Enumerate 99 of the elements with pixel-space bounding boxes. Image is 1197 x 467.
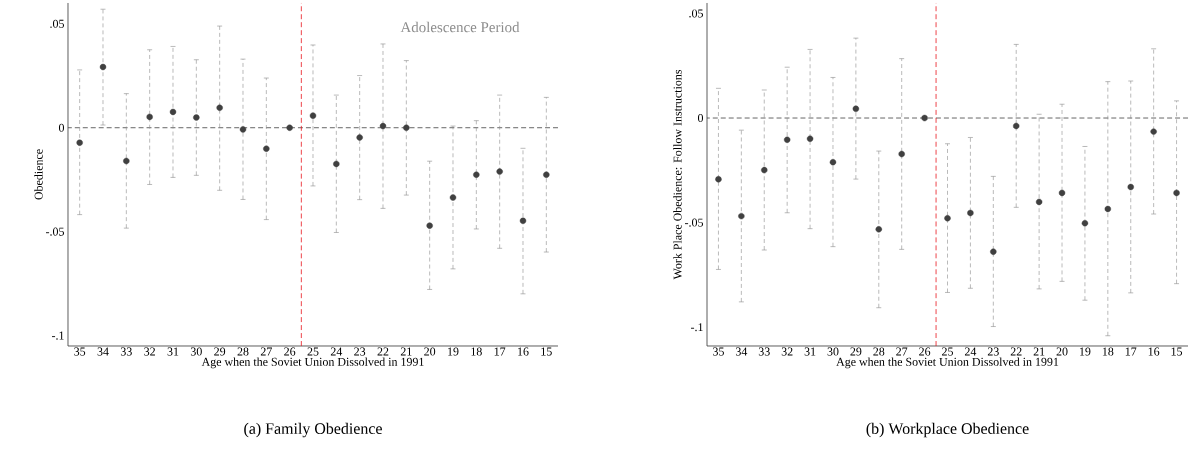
x-tick-label: 15 bbox=[1171, 347, 1183, 356]
x-tick-label: 17 bbox=[494, 347, 506, 356]
point bbox=[473, 171, 480, 178]
y-tick-label: .05 bbox=[50, 19, 65, 28]
x-tick-label: 34 bbox=[97, 347, 109, 356]
x-axis-title: Age when the Soviet Union Dissolved in 1991 bbox=[836, 357, 1059, 369]
x-tick-label: 22 bbox=[377, 347, 389, 356]
x-tick-label: 23 bbox=[987, 347, 999, 356]
point bbox=[1013, 122, 1020, 130]
x-tick-label: 27 bbox=[896, 347, 908, 356]
x-tick-label: 31 bbox=[167, 347, 179, 356]
point bbox=[783, 136, 791, 143]
point bbox=[829, 158, 837, 166]
x-tick-label: 31 bbox=[804, 347, 816, 356]
point bbox=[1058, 189, 1066, 197]
point bbox=[286, 124, 293, 131]
x-tick-label: 26 bbox=[284, 347, 296, 356]
point bbox=[123, 157, 130, 165]
y-tick-label: -.1 bbox=[690, 323, 703, 332]
point bbox=[146, 113, 153, 121]
x-tick-label: 24 bbox=[964, 347, 977, 356]
point bbox=[967, 209, 974, 217]
point bbox=[921, 114, 928, 122]
x-tick-label: 25 bbox=[942, 347, 954, 356]
x-tick-label: 23 bbox=[354, 347, 366, 356]
x-tick-label: 26 bbox=[919, 347, 931, 356]
x-tick-label: 35 bbox=[74, 347, 86, 356]
y-axis-title: Work Place Obedience: Follow Instructions bbox=[673, 69, 682, 280]
y-tick-label: -.1 bbox=[51, 331, 64, 340]
annotation: Adolescence Period bbox=[400, 21, 520, 33]
point bbox=[403, 124, 410, 131]
point bbox=[738, 212, 745, 220]
x-tick-label: 28 bbox=[237, 347, 249, 356]
y-tick-label: 0 bbox=[58, 123, 65, 132]
point bbox=[426, 222, 433, 229]
x-tick-label: 27 bbox=[260, 347, 272, 356]
point bbox=[449, 194, 457, 201]
point bbox=[1150, 128, 1157, 135]
x-tick-label: 17 bbox=[1125, 347, 1137, 356]
y-tick-label: .05 bbox=[689, 9, 704, 18]
point bbox=[898, 150, 905, 158]
x-tick-label: 29 bbox=[214, 347, 226, 356]
point bbox=[169, 108, 177, 116]
point bbox=[1127, 183, 1134, 191]
point bbox=[216, 104, 223, 111]
point bbox=[852, 105, 860, 113]
point bbox=[263, 145, 270, 152]
point bbox=[1104, 205, 1112, 213]
x-tick-label: 22 bbox=[1010, 347, 1022, 356]
x-tick-label: 34 bbox=[735, 347, 748, 356]
point bbox=[990, 248, 997, 255]
point bbox=[333, 160, 340, 168]
x-tick-label: 25 bbox=[307, 347, 319, 356]
x-tick-label: 33 bbox=[120, 347, 132, 356]
x-tick-label: 16 bbox=[1148, 347, 1160, 356]
text: (b) Workplace Obedience bbox=[866, 422, 1029, 438]
x-tick-label: 21 bbox=[400, 347, 412, 356]
point bbox=[1035, 198, 1043, 206]
x-tick-label: 35 bbox=[713, 347, 724, 356]
point bbox=[1173, 189, 1180, 197]
x-axis-title: Age when the Soviet Union Dissolved in 1991 bbox=[201, 357, 424, 369]
y-tick-label: -.05 bbox=[684, 218, 704, 227]
x-tick-label: 16 bbox=[518, 347, 529, 356]
point bbox=[239, 126, 247, 133]
point bbox=[715, 176, 722, 183]
x-tick-label: 24 bbox=[330, 347, 343, 356]
x-tick-label: 28 bbox=[873, 347, 885, 356]
point bbox=[944, 215, 951, 222]
text: (a) Family Obedience bbox=[244, 422, 382, 438]
x-tick-label: 18 bbox=[471, 347, 482, 356]
x-tick-label: 18 bbox=[1102, 347, 1114, 356]
x-tick-label: 20 bbox=[1056, 347, 1068, 356]
point bbox=[309, 112, 317, 119]
x-tick-label: 19 bbox=[448, 347, 459, 356]
x-tick-label: 32 bbox=[781, 347, 793, 356]
x-tick-label: 19 bbox=[1080, 347, 1091, 356]
x-tick-label: 29 bbox=[850, 347, 862, 356]
point bbox=[379, 122, 387, 130]
y-axis-title: Obedience bbox=[34, 149, 43, 200]
x-tick-label: 15 bbox=[541, 347, 552, 356]
point bbox=[99, 63, 107, 71]
x-tick-label: 33 bbox=[758, 347, 770, 356]
point bbox=[875, 226, 882, 233]
x-tick-label: 30 bbox=[827, 347, 839, 356]
x-tick-label: 21 bbox=[1033, 347, 1045, 356]
x-tick-label: 32 bbox=[144, 347, 155, 356]
point bbox=[193, 114, 200, 121]
point bbox=[806, 135, 814, 142]
point bbox=[543, 171, 550, 178]
point bbox=[761, 166, 768, 174]
point bbox=[356, 134, 363, 141]
x-tick-label: 30 bbox=[190, 347, 202, 356]
y-tick-label: 0 bbox=[697, 113, 704, 123]
point bbox=[519, 217, 527, 225]
x-tick-label: 20 bbox=[424, 347, 436, 356]
point bbox=[496, 168, 503, 175]
y-tick-label: -.05 bbox=[45, 227, 65, 236]
point bbox=[1081, 220, 1089, 227]
point bbox=[76, 139, 83, 146]
